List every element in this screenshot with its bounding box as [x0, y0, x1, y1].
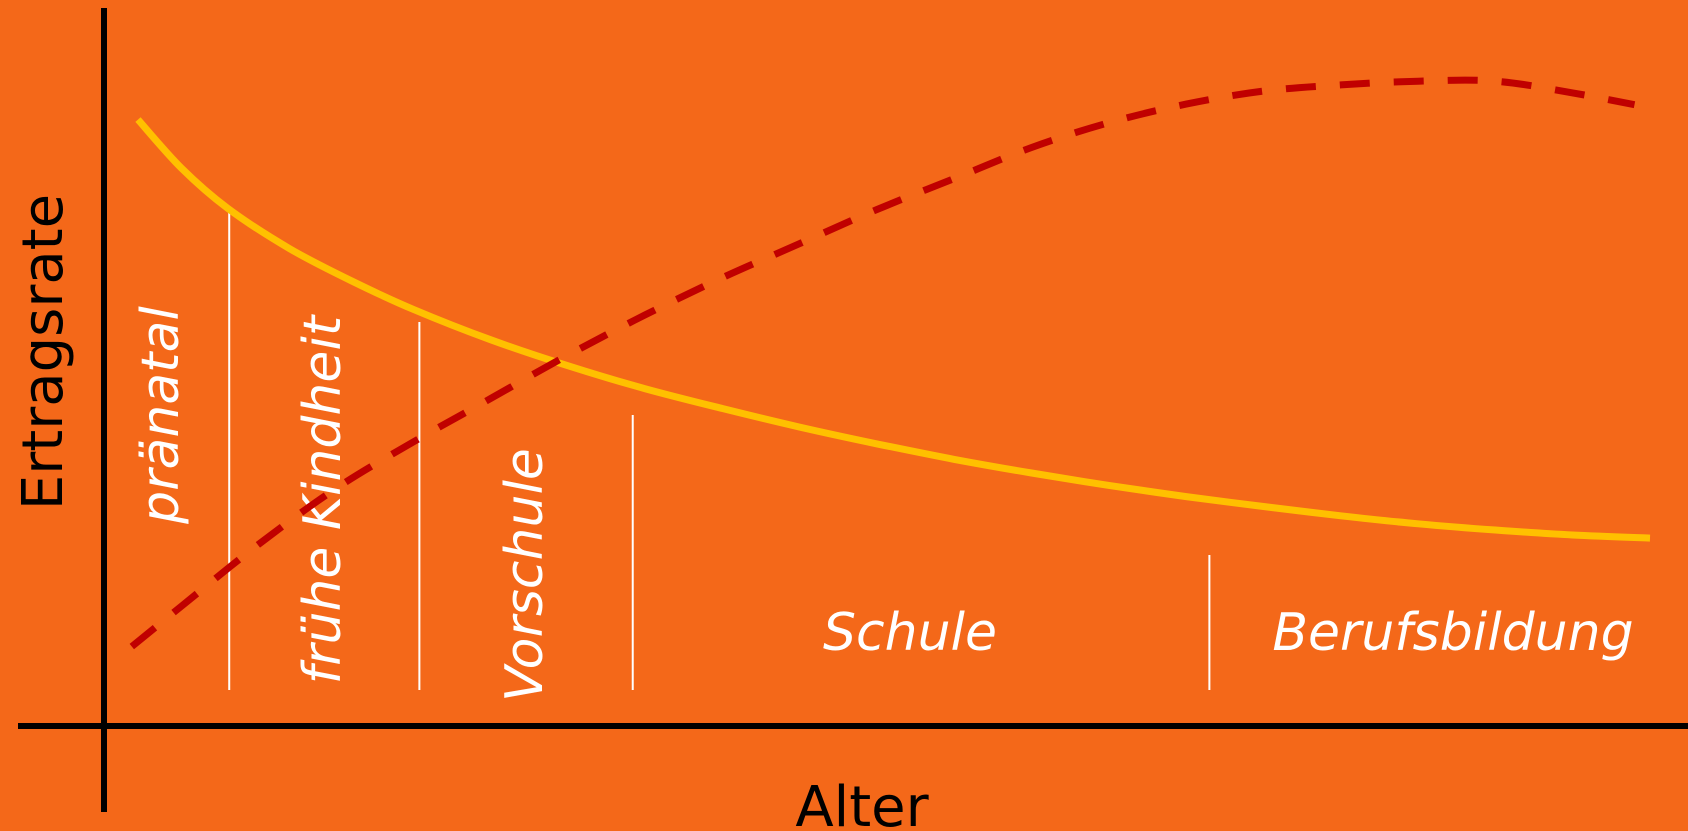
series-line-dashed — [129, 76, 1636, 650]
phase-label: Vorschule — [495, 448, 555, 702]
phase-labels: pränatal frühe Kindheit Vorschule Schule Ber… — [131, 306, 1634, 702]
x-axis-label: Alter — [795, 775, 929, 831]
phase-label: Schule — [823, 603, 997, 663]
y-axis-label: Ertragsrate — [11, 194, 76, 510]
phase-label: Berufsbildung — [1272, 603, 1633, 663]
phase-dividers — [228, 212, 1211, 690]
series-line-solid — [135, 117, 1651, 542]
phase-label: pränatal — [131, 306, 191, 525]
series-layer — [129, 76, 1651, 650]
